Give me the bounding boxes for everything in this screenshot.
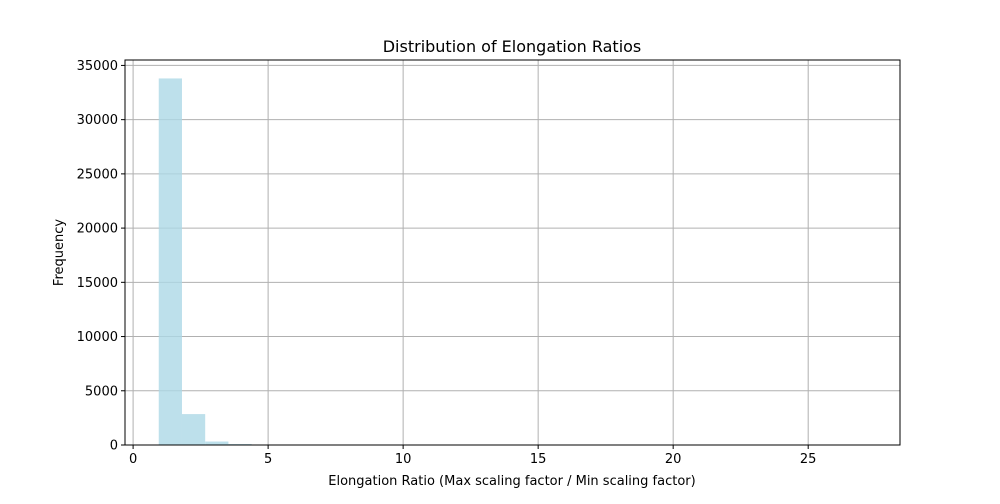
y-tick-label: 5000 [85, 384, 118, 399]
y-tick-label: 35000 [77, 59, 118, 74]
grid-lines [125, 60, 900, 445]
y-tick-label: 20000 [77, 222, 118, 237]
histogram-bar [182, 414, 205, 445]
y-axis-label: Frequency [52, 219, 67, 286]
plot-frame [125, 60, 900, 445]
x-tick-label: 10 [395, 452, 412, 467]
y-tick-label: 10000 [77, 330, 118, 345]
x-tick-label: 0 [129, 452, 137, 467]
histogram-bars [159, 78, 298, 445]
y-tick-label: 30000 [77, 113, 118, 128]
y-tick-label: 25000 [77, 167, 118, 182]
x-axis-label: Elongation Ratio (Max scaling factor / M… [328, 474, 695, 489]
y-tick-label: 15000 [77, 276, 118, 291]
x-tick-label: 5 [264, 452, 272, 467]
y-tick-label: 0 [110, 439, 118, 454]
histogram-bar [205, 442, 228, 445]
x-tick-label: 20 [665, 452, 682, 467]
histogram-bar [159, 78, 182, 445]
x-tick-label: 15 [530, 452, 547, 467]
chart-title: Distribution of Elongation Ratios [383, 37, 642, 56]
x-tick-label: 25 [800, 452, 817, 467]
